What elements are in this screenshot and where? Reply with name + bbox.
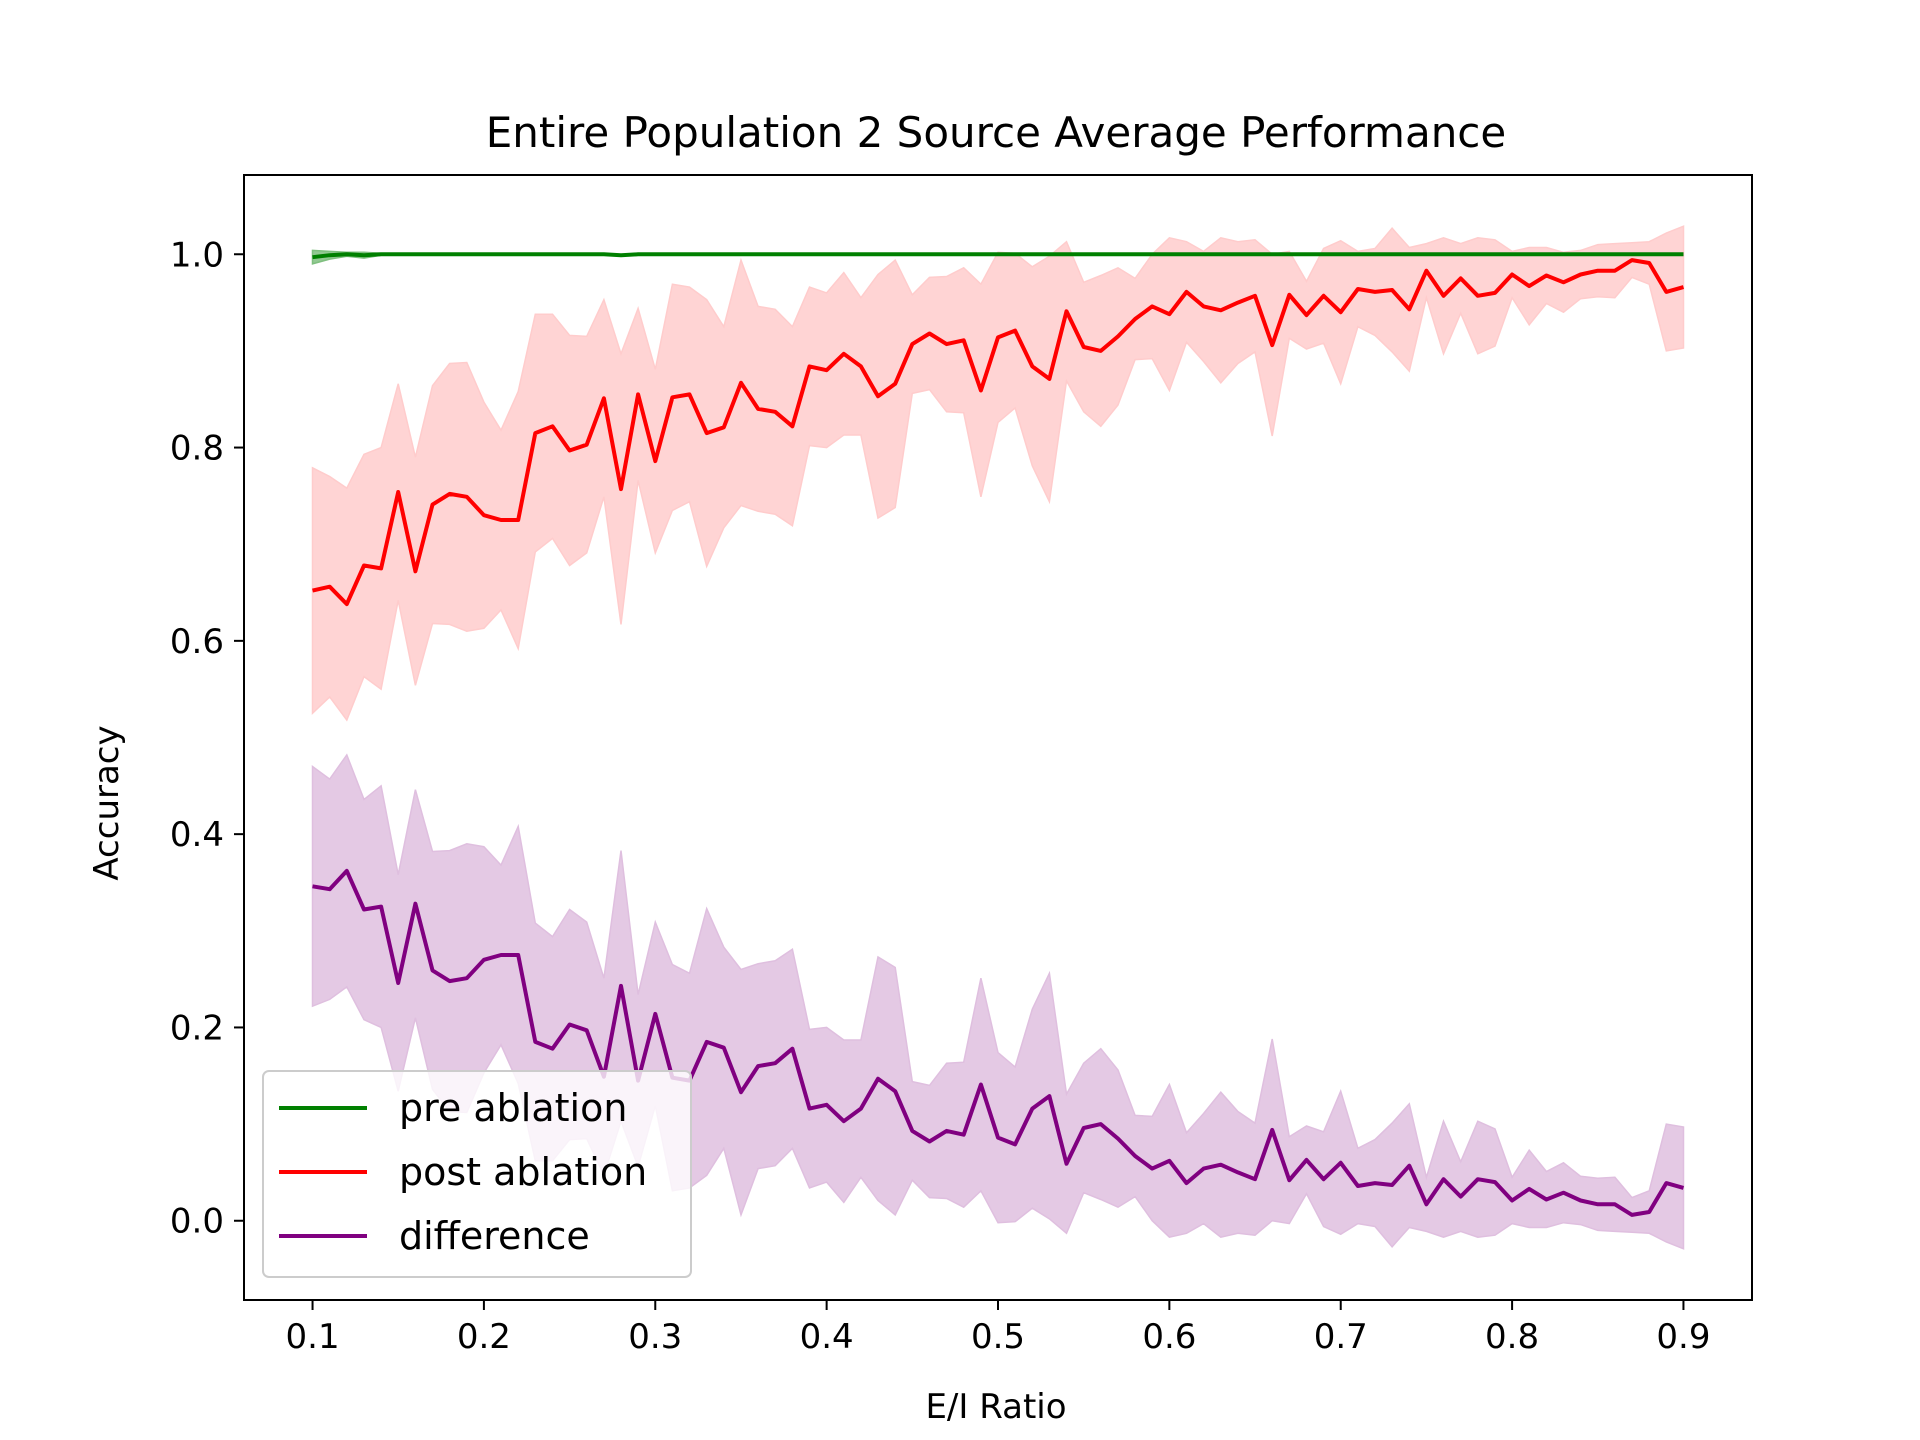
x-tick-label: 0.9 [1656,1317,1710,1357]
x-axis-label: E/I Ratio [925,1387,1066,1427]
band-difference [311,753,1685,1250]
legend-box [262,1070,692,1278]
band-post-ablation [311,225,1685,722]
y-tick-label: 0.2 [170,1008,224,1048]
y-axis-label: Accuracy [87,725,127,880]
x-tick-label: 0.7 [1314,1317,1368,1357]
legend-label-post-ablation: post ablation [399,1150,647,1194]
line-pre-ablation [312,252,1684,260]
chart-title: Entire Population 2 Source Average Perfo… [486,108,1507,157]
x-tick-label: 0.1 [286,1317,340,1357]
x-tick-label: 0.6 [1142,1317,1196,1357]
legend-label-difference: difference [399,1214,590,1258]
x-axis-ticks: 0.1 0.2 0.3 0.4 0.5 0.6 0.7 0.8 0.9 [286,1300,1710,1357]
x-tick-label: 0.2 [457,1317,511,1357]
y-tick-label: 0.0 [170,1202,224,1242]
y-tick-label: 1.0 [170,235,224,275]
line-difference [312,868,1685,1217]
legend: pre ablation post ablation difference [262,1070,692,1278]
y-tick-label: 0.6 [170,622,224,662]
legend-label-pre-ablation: pre ablation [399,1086,627,1130]
y-axis-ticks: 0.0 0.2 0.4 0.6 0.8 1.0 [170,235,244,1242]
line-post-ablation [312,258,1685,607]
y-tick-label: 0.4 [170,815,224,855]
series-lines [312,252,1685,1217]
x-tick-label: 0.5 [971,1317,1025,1357]
y-tick-label: 0.8 [170,429,224,469]
x-tick-label: 0.3 [628,1317,682,1357]
x-tick-label: 0.4 [800,1317,854,1357]
x-tick-label: 0.8 [1485,1317,1539,1357]
